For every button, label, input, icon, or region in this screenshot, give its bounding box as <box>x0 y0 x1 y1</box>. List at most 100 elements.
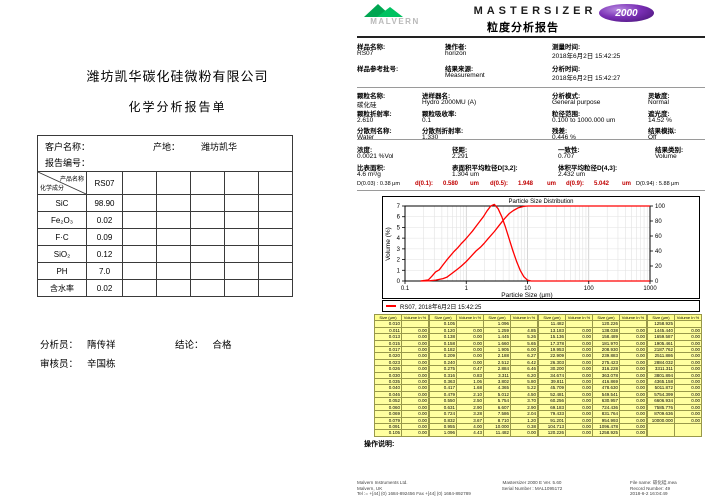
empty-cell <box>190 245 225 263</box>
field-value: 0.0021 %Vol <box>357 153 394 160</box>
percentile-unit: um <box>622 181 631 187</box>
empty-cell <box>258 279 293 297</box>
model-2000-badge: 2000 <box>599 4 654 22</box>
size-table-column: Size (µm) Volume In % 0.010 0.011 0.00 0.013 0… <box>374 313 429 437</box>
legend-line-swatch <box>386 305 396 307</box>
empty-cell <box>190 211 225 229</box>
field-value: 1.330 <box>422 134 439 141</box>
size-table-header-row: Size (µm) Volume In % <box>538 313 593 322</box>
field-value: Volume <box>655 153 677 160</box>
size-table-row: 120.226 0.00 <box>538 429 593 437</box>
percentile-label: d(0.1): <box>415 181 433 187</box>
size-table-header-row: Size (µm) Volume In % <box>483 313 538 322</box>
section-divider-1 <box>357 87 705 88</box>
footer-line: Mastersizer 2000 E Ver. 5.60 <box>502 480 562 485</box>
footer-center: Mastersizer 2000 E Ver. 5.60 Serial Numbe… <box>462 480 602 491</box>
field-label: 测量时间: <box>552 44 581 51</box>
field-value: 1.304 um <box>452 171 480 178</box>
percentile-unit: um <box>470 181 479 187</box>
field-label: 表面积平均粒径D[3,2]: <box>452 165 518 172</box>
footer-line: Malvern, UK <box>357 485 383 491</box>
size-table-row: 0.030 0.00 <box>374 371 429 380</box>
size-table-row: 10000.000 0.00 <box>647 416 702 424</box>
field-label: 颗粒折射率: <box>357 111 392 118</box>
empty-cell <box>122 279 157 297</box>
chem-row-label: PH <box>37 262 87 280</box>
filler-cell <box>674 422 702 437</box>
section-divider-3 <box>357 190 705 191</box>
empty-cell <box>258 228 293 246</box>
chem-row-value: 0.02 <box>86 211 123 229</box>
empty-cell <box>258 194 293 212</box>
field-label: 结果类别: <box>655 147 684 154</box>
left-tick-label: 4 <box>397 236 401 242</box>
chem-row: Fe₂O₃ 0.02 <box>37 211 293 229</box>
field-label: 分散剂名称: <box>357 128 392 135</box>
percentile-value: 5.042 <box>594 181 610 187</box>
empty-cell <box>190 262 225 280</box>
empty-cell <box>258 245 293 263</box>
right-tick-label: 80 <box>655 219 662 225</box>
empty-cell <box>224 262 259 280</box>
field-label: 比表面积: <box>357 165 386 172</box>
empty-cell <box>122 194 157 212</box>
size-table-row: 1659.587 0.00 <box>647 333 702 341</box>
field-value: 2.432 um <box>558 171 586 178</box>
product-code: RS07 <box>86 171 123 195</box>
left-tick-label: 6 <box>397 215 401 221</box>
empty-cell <box>190 194 225 212</box>
chart-outer-border <box>382 196 700 299</box>
field-value: Water <box>357 134 375 141</box>
size-table-row: 1258.925 0.00 <box>592 429 647 437</box>
size-cell: 0.105 <box>374 429 402 437</box>
volume-cell: 0.00 <box>565 429 593 437</box>
size-table-header-row: Size (µm) Volume In % <box>592 313 647 322</box>
size-table-column: Size (µm) Volume In % 1258.925 1445.440 0.00… <box>647 313 702 437</box>
field-label: 进样器名: <box>422 93 451 100</box>
field-value: 0.1 <box>422 117 432 124</box>
size-table-row: 34.674 0.00 <box>538 371 593 380</box>
size-table-column: Size (µm) Volume In % 120.226 138.038 0.00 15… <box>592 313 647 437</box>
field-label: 径距: <box>452 147 468 154</box>
empty-cell <box>156 262 191 280</box>
size-table-row: 3311.311 0.00 <box>647 365 702 373</box>
field-value: 0.100 to 1000.000 um <box>552 117 616 124</box>
reviewer-row: 审核员： 辛国栋 <box>40 356 116 370</box>
field-value: 2.291 <box>452 153 469 160</box>
footer-line: Serial Number : MAL1095172 <box>501 485 563 491</box>
field-value: Hydro 2000MU (A) <box>422 99 477 106</box>
empty-cell <box>156 279 191 297</box>
empty-cell <box>190 228 225 246</box>
empty-cell <box>156 194 191 212</box>
diagonal-header-cell: 产品名称 化学成分 <box>37 171 87 195</box>
footer-line: 2018-6-2 16:04:49 <box>630 491 668 497</box>
mastersizer-wordmark: MASTERSIZER <box>473 5 597 17</box>
x-tick-label: 0.1 <box>401 286 410 292</box>
section-divider-2 <box>357 139 705 140</box>
volume-cell: 4.43 <box>456 429 484 437</box>
chem-row-value: 0.02 <box>86 279 123 297</box>
size-table-row: 2884.032 0.00 <box>647 358 702 367</box>
field-label: 样品参考批号: <box>357 66 399 73</box>
field-label: 分析模式: <box>552 93 581 100</box>
customer-info-box: 客户名称： 产地： 潍坊凯华 报告编号： <box>37 135 293 171</box>
diagonal-line <box>38 172 86 194</box>
empty-cell <box>122 262 157 280</box>
empty-cell <box>122 245 157 263</box>
size-table-row: 11.482 0.00 <box>483 429 538 437</box>
analyst-label: 分析员： <box>40 341 79 351</box>
empty-cell <box>224 194 259 212</box>
filler-cell <box>647 422 675 437</box>
footer-left: Malvern Instruments Ltd. Malvern, UK Tel :… <box>357 480 471 497</box>
chem-row: F·C 0.09 <box>37 228 293 246</box>
chem-row: 含水率 0.02 <box>37 279 293 297</box>
field-label: 粒径范围: <box>552 111 581 118</box>
size-table-row: 0.105 0.00 <box>374 429 429 437</box>
size-table-column: Size (µm) Volume In % 1.096 1.259 4.85 1.445 5… <box>483 313 538 437</box>
empty-cell <box>224 228 259 246</box>
analyst-name: 隋传祥 <box>87 341 116 351</box>
chart-title: Particle Size Distribution <box>508 199 573 205</box>
size-cell: 120.226 <box>538 429 566 437</box>
left-tick-label: 5 <box>397 225 401 231</box>
field-label: 分析时间: <box>552 66 581 73</box>
